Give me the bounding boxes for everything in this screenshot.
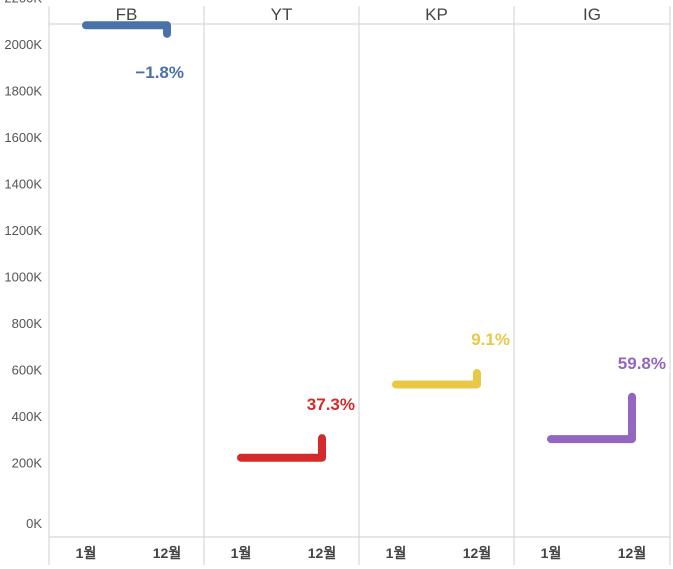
panel-fb: FB 1월 12월 −1.8% [76, 5, 184, 561]
series-line-fb [82, 21, 171, 38]
panel-yt: YT 1월 12월 37.3% [231, 5, 355, 561]
panel-kp: KP 1월 12월 9.1% [386, 5, 510, 561]
y-tick-label: 2200K [4, 0, 42, 6]
y-tick-label: 2000K [4, 37, 42, 52]
x-tick-label: 1월 [541, 545, 562, 561]
series-line-yt [237, 434, 326, 462]
x-tick-label: 12월 [463, 545, 491, 561]
y-tick-label: 1200K [4, 223, 42, 238]
x-tick-label: 1월 [386, 545, 407, 561]
change-label: −1.8% [135, 63, 184, 82]
panel-ig: IG 1월 12월 59.8% [541, 5, 666, 561]
change-label: 9.1% [471, 330, 510, 349]
y-tick-label: 800K [12, 316, 43, 331]
y-tick-label: 1600K [4, 130, 42, 145]
panel-title: FB [116, 5, 138, 24]
x-tick-label: 12월 [618, 545, 646, 561]
series-line-ig [547, 392, 636, 444]
panel-title: YT [271, 5, 293, 24]
y-tick-label: 0K [26, 516, 42, 531]
x-tick-label: 1월 [76, 545, 97, 561]
y-tick-label: 600K [12, 363, 43, 378]
y-tick-label: 200K [12, 456, 43, 471]
y-tick-label: 1800K [4, 84, 42, 99]
grid-layer [48, 6, 671, 565]
change-label: 37.3% [307, 395, 355, 414]
y-tick-label: 400K [12, 409, 43, 424]
y-tick-label: 1400K [4, 177, 42, 192]
y-axis: 0K 200K 400K 600K 800K 1000K 1200K 1400K 1600K 18… [4, 0, 42, 531]
panel-title: IG [583, 5, 601, 24]
panels: FB 1월 12월 −1.8% YT 1월 12월 37.3% KP 1월 12월 9.1% IG 1월 1… [76, 5, 666, 561]
x-tick-label: 12월 [153, 545, 181, 561]
change-label: 59.8% [618, 354, 666, 373]
series-line-kp [392, 369, 481, 389]
panel-title: KP [425, 5, 448, 24]
x-tick-label: 12월 [308, 545, 336, 561]
y-tick-label: 1000K [4, 270, 42, 285]
x-tick-label: 1월 [231, 545, 252, 561]
